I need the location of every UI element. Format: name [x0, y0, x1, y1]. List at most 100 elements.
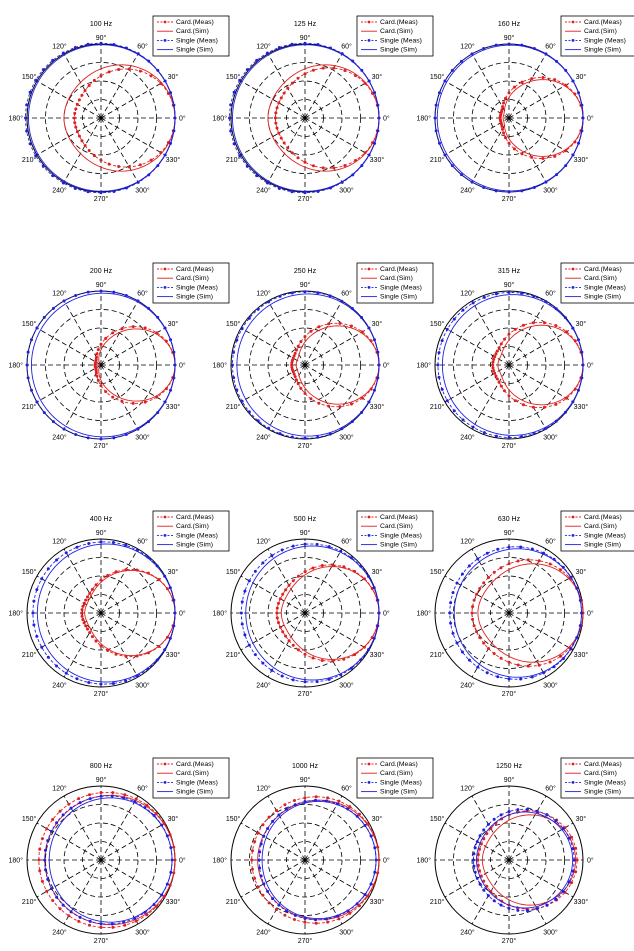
series-marker — [326, 796, 330, 800]
angle-tick-label: 270° — [502, 442, 517, 450]
series-marker — [315, 680, 319, 684]
series-marker — [122, 796, 126, 800]
series-marker — [232, 90, 236, 94]
grid-spoke — [508, 548, 547, 614]
series-marker — [131, 325, 135, 329]
angle-tick-label: 300° — [543, 928, 558, 936]
series-marker — [496, 547, 500, 551]
series-marker — [275, 606, 279, 610]
legend-marker — [367, 762, 371, 766]
series-marker — [303, 920, 307, 924]
series-marker — [88, 631, 92, 635]
series-marker — [124, 293, 128, 297]
series-marker — [314, 795, 318, 799]
series-marker — [253, 876, 257, 880]
plot-title: 160 Hz — [498, 21, 521, 28]
series-marker — [259, 874, 263, 878]
legend-label: Single (Meas) — [176, 779, 218, 786]
series-marker — [258, 866, 262, 870]
legend-marker — [367, 286, 371, 289]
series-marker — [502, 337, 506, 341]
series-marker — [467, 658, 471, 662]
angle-tick-label: 240° — [460, 681, 475, 689]
series-marker — [92, 154, 96, 158]
angle-tick-label: 90° — [300, 34, 311, 42]
angle-tick-label: 180° — [9, 610, 24, 618]
series-marker — [526, 558, 530, 562]
grid-spoke — [267, 612, 306, 678]
grid-spoke — [100, 117, 166, 156]
angle-tick-label: 150° — [226, 73, 241, 81]
angle-tick-label: 60° — [545, 290, 556, 298]
grid-spoke — [240, 822, 306, 861]
series-marker — [507, 677, 511, 681]
series-marker — [24, 116, 28, 120]
series-marker — [437, 91, 441, 95]
series-marker — [32, 599, 36, 603]
angle-tick-label: 60° — [341, 290, 352, 298]
grid-spoke — [267, 117, 306, 183]
series-marker — [316, 435, 320, 439]
series-marker — [86, 190, 90, 194]
angle-tick-label: 120° — [256, 43, 271, 51]
series-marker — [273, 116, 277, 120]
series-marker — [51, 899, 55, 903]
angle-tick-label: 270° — [94, 442, 109, 450]
series-marker — [149, 158, 153, 162]
series-marker — [494, 434, 498, 438]
series-marker — [486, 894, 490, 898]
angle-tick-label: 270° — [502, 195, 517, 203]
series-marker — [88, 797, 92, 801]
angle-tick-label: 60° — [545, 538, 556, 546]
grid-spoke — [508, 612, 547, 678]
angle-tick-label: 150° — [430, 73, 445, 81]
series-marker — [440, 339, 444, 343]
series-marker — [530, 77, 534, 81]
series-marker — [240, 622, 244, 626]
series-marker — [482, 581, 486, 585]
angle-tick-label: 330° — [574, 898, 589, 906]
grid-spoke — [304, 795, 343, 861]
angle-tick-label: 120° — [256, 538, 271, 546]
series-marker — [278, 597, 282, 601]
series-marker — [38, 869, 42, 873]
series-marker — [320, 564, 324, 568]
series-marker — [95, 352, 99, 356]
series-marker — [504, 136, 508, 140]
series-marker — [243, 589, 247, 593]
series-marker — [459, 173, 463, 177]
series-marker — [75, 102, 79, 106]
series-marker — [267, 815, 271, 819]
series-marker — [275, 106, 279, 110]
series-marker — [74, 107, 78, 111]
series-marker — [88, 919, 92, 923]
series-marker — [437, 351, 441, 355]
series-marker — [471, 605, 475, 609]
angle-tick-label: 270° — [502, 690, 517, 698]
series-marker — [507, 810, 511, 814]
angle-tick-label: 150° — [22, 320, 37, 328]
series-marker — [26, 350, 30, 354]
angle-tick-label: 300° — [339, 928, 354, 936]
series-marker — [512, 147, 516, 151]
polar-panel: 0° 30° 60° 90° 120° 150° 180° 210° 240° 270° 300° 3… — [213, 510, 434, 698]
legend-label: Card.(Meas) — [380, 514, 418, 521]
series-marker — [482, 837, 486, 841]
series-marker — [525, 807, 529, 811]
angle-tick-label: 300° — [543, 433, 558, 441]
angle-tick-label: 150° — [226, 320, 241, 328]
series-marker — [445, 399, 449, 403]
series-marker — [81, 618, 85, 622]
series-marker — [294, 378, 298, 382]
series-marker — [247, 316, 251, 320]
angle-tick-label: 150° — [226, 568, 241, 576]
series-marker — [501, 127, 505, 131]
series-marker — [61, 181, 65, 185]
series-marker — [471, 301, 475, 305]
series-curve — [98, 328, 176, 402]
grid-spoke — [100, 548, 139, 614]
angle-tick-label: 30° — [372, 815, 383, 823]
grid-spoke — [100, 300, 139, 366]
series-marker — [51, 58, 55, 62]
grid-spoke — [267, 795, 306, 861]
